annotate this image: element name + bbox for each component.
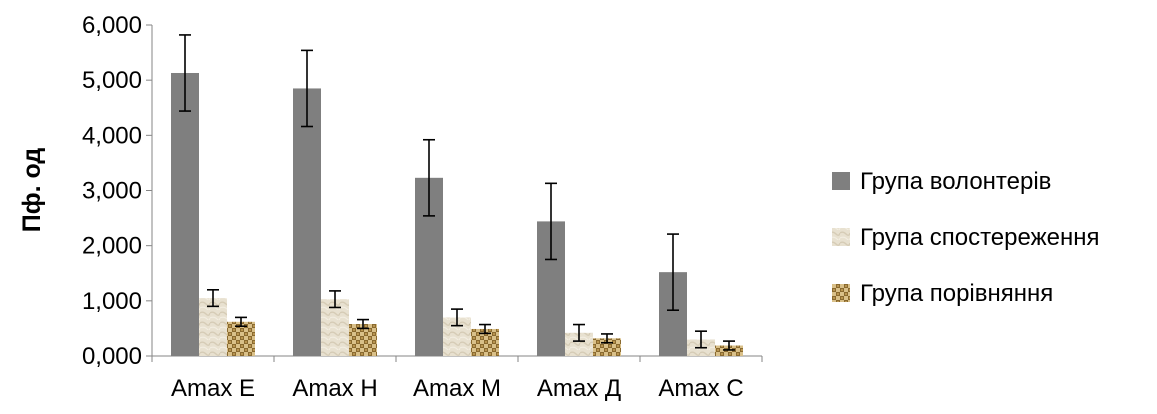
y-tick-label: 0,000 (82, 343, 142, 370)
x-tick-label: Amax M (413, 375, 501, 402)
x-tick-label: Amax E (171, 375, 255, 402)
bar (593, 338, 621, 356)
error-bar (479, 323, 491, 335)
error-bar (695, 330, 707, 349)
x-tick-label: Amax H (292, 375, 377, 402)
error-bar (301, 49, 313, 128)
y-tick-label: 4,000 (82, 122, 142, 149)
error-bar (573, 323, 585, 342)
bar (349, 324, 377, 356)
legend-swatch (832, 284, 850, 302)
bar (171, 72, 199, 357)
error-bar (601, 333, 613, 344)
y-tick-label: 3,000 (82, 178, 142, 205)
legend-label: Група волонтерів (860, 168, 1051, 195)
bar (227, 321, 255, 356)
error-bar (235, 316, 247, 328)
legend-swatch (832, 172, 850, 190)
y-axis-label: Пф. од (18, 148, 46, 233)
y-tick-label: 5,000 (82, 67, 142, 94)
error-bar (451, 308, 463, 327)
x-tick-label: Amax C (658, 375, 743, 402)
x-tick-label: Amax Д (537, 375, 621, 402)
bar (715, 345, 743, 356)
error-bar (357, 318, 369, 330)
error-bar (329, 290, 341, 309)
error-bar (207, 288, 219, 308)
error-bar (545, 182, 557, 261)
legend: Група волонтерів Група спостереження Група… (832, 168, 1099, 307)
bar (565, 332, 593, 356)
bar (199, 298, 227, 356)
error-bar (179, 34, 191, 112)
error-bar (667, 233, 679, 312)
legend-swatch (832, 228, 850, 246)
y-tick-label: 6,000 (82, 12, 142, 39)
error-bar (423, 138, 435, 217)
plot-area: 0,000 1,000 2,000 3,000 4,000 5,000 6,000 Amax … (82, 12, 763, 402)
bar (293, 88, 321, 357)
y-tick-label: 1,000 (82, 288, 142, 315)
legend-label: Група порівняння (860, 280, 1053, 307)
legend-label: Група спостереження (860, 224, 1099, 251)
bar (321, 299, 349, 356)
y-tick-label: 2,000 (82, 233, 142, 260)
error-bar (723, 340, 735, 351)
